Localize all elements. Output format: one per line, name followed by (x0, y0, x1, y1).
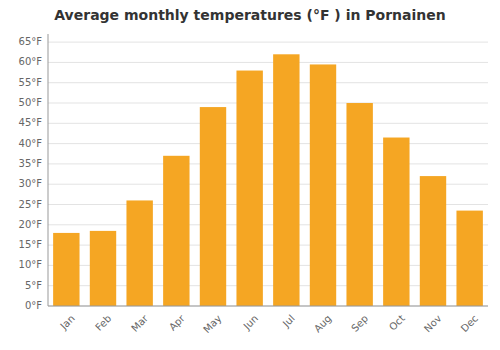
bar (90, 231, 116, 306)
x-tick-label: Jan (57, 313, 76, 332)
y-tick-label: 0°F (25, 300, 42, 311)
bar (236, 71, 262, 306)
x-tick-label: Apr (167, 312, 188, 333)
bar (273, 54, 299, 306)
y-tick-label: 60°F (19, 56, 43, 67)
bar (383, 138, 409, 306)
chart-title: Average monthly temperatures (°F ) in Po… (54, 7, 445, 23)
x-tick-label: Feb (93, 313, 113, 333)
grid-line (48, 103, 488, 104)
grid-line (48, 143, 488, 144)
y-tick-label: 65°F (19, 36, 43, 47)
y-tick-label: 25°F (19, 199, 43, 210)
x-tick-label: May (201, 313, 223, 335)
bar (420, 176, 446, 306)
y-tick-label: 30°F (19, 178, 43, 189)
bars (53, 54, 483, 306)
bar (310, 64, 336, 306)
y-axis-line (48, 34, 49, 306)
y-tick-label: 20°F (19, 219, 43, 230)
chart-container: 0°F 5°F 10°F 15°F 20°F 25°F 30°F 35°F 40°F 45°F 50… (0, 0, 500, 350)
y-tick-label: 45°F (19, 117, 43, 128)
grid-line (48, 82, 488, 83)
x-tick-label: Sep (349, 313, 370, 334)
y-tick-labels: 0°F 5°F 10°F 15°F 20°F 25°F 30°F 35°F 40°F 45°F 50… (19, 36, 43, 311)
y-tick-label: 15°F (19, 239, 43, 250)
chart-svg: 0°F 5°F 10°F 15°F 20°F 25°F 30°F 35°F 40°F 45°F 50… (0, 0, 500, 350)
x-tick-label: Mar (129, 312, 151, 334)
y-tick-label: 10°F (19, 259, 43, 270)
y-tick-label: 35°F (19, 158, 43, 169)
x-axis-line (48, 306, 488, 307)
y-grid (48, 42, 488, 306)
y-tick-label: 40°F (19, 138, 43, 149)
x-tick-labels: Jan Feb Mar Apr May Jun Jul Aug Sep Oct Nov Dec (57, 312, 480, 335)
bar (200, 107, 226, 306)
grid-line (48, 123, 488, 124)
x-tick-label: Oct (387, 313, 407, 333)
x-tick-label: Jun (241, 313, 261, 333)
grid-line (48, 62, 488, 63)
grid-line (48, 163, 488, 164)
x-tick-label: Jul (280, 313, 297, 330)
grid-line (48, 306, 488, 307)
bar (163, 156, 189, 306)
bar (126, 200, 152, 306)
y-tick-label: 55°F (19, 77, 43, 88)
y-tick-label: 5°F (25, 280, 42, 291)
x-tick-label: Aug (312, 313, 334, 335)
x-tick-label: Nov (422, 313, 444, 335)
bar (346, 103, 372, 306)
y-tick-label: 50°F (19, 97, 43, 108)
bar (53, 233, 79, 306)
bar (456, 211, 482, 306)
grid-line (48, 42, 488, 43)
x-tick-label: Dec (459, 313, 480, 334)
